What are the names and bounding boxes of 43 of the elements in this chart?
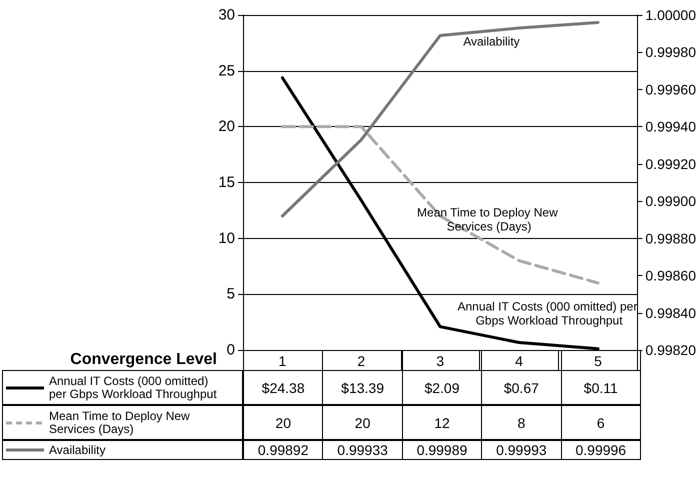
legend-label: Mean Time to Deploy New Services (Days) <box>49 408 191 436</box>
text: Mean Time to Deploy New Services (Days) <box>417 206 558 234</box>
y2-tick-label: 0.99940 <box>645 118 696 135</box>
data-label: 8 <box>481 405 562 440</box>
data-label: $24.38 <box>243 370 324 405</box>
x-tick-label: 1 <box>278 353 287 369</box>
y-tick-label: 30 <box>218 6 235 24</box>
data-label: 20 <box>322 405 403 440</box>
legend-label: Annual IT Costs (000 omitted) per Gbps Workload Throughput <box>49 374 218 400</box>
y-tick-label: 15 <box>218 174 235 191</box>
y2-tick-label: 0.99900 <box>645 193 696 210</box>
data-label: 12 <box>402 405 482 440</box>
y-tick-label: 25 <box>218 62 235 80</box>
x-tick-label: 3 <box>436 353 444 369</box>
y-tick-label: 0 <box>226 342 235 358</box>
y2-tick-label: 0.99860 <box>645 268 696 284</box>
y2-tick-label: 1.00000 <box>645 7 696 23</box>
data-label: 0.99996 <box>560 440 641 460</box>
data-label: $0.11 <box>560 370 641 405</box>
y-tick-label: 10 <box>218 230 235 247</box>
y2-tick-label: 0.99820 <box>645 342 696 358</box>
y-tick-label: 5 <box>226 286 235 303</box>
data-label: 0.99993 <box>481 440 562 460</box>
y2-tick-label: 0.99880 <box>645 230 696 246</box>
data-label: 6 <box>560 405 641 440</box>
x-axis-title: Convergence Level <box>69 350 217 370</box>
data-label: 0.99989 <box>402 440 482 460</box>
x-tick-label: 4 <box>515 353 524 369</box>
data-label: $13.39 <box>322 370 403 405</box>
y2-tick-label: 0.99960 <box>645 81 696 98</box>
data-label: $2.09 <box>402 370 482 405</box>
y2-tick-label: 0.99980 <box>645 44 696 60</box>
data-label: 0.99892 <box>243 440 324 460</box>
x-tick-label: 2 <box>357 353 366 369</box>
y2-tick-label: 0.99920 <box>645 156 696 172</box>
y2-tick-label: 0.99840 <box>645 304 696 321</box>
text: Availability <box>463 34 520 48</box>
data-label: 0.99933 <box>322 440 403 460</box>
text: Annual IT Costs (000 omitted) per Gbps Workload Throughput <box>457 300 638 328</box>
x-tick-label: 5 <box>594 353 602 369</box>
data-label: $0.67 <box>481 370 562 405</box>
y-tick-label: 20 <box>218 118 235 136</box>
legend-label: Availability <box>49 442 106 456</box>
